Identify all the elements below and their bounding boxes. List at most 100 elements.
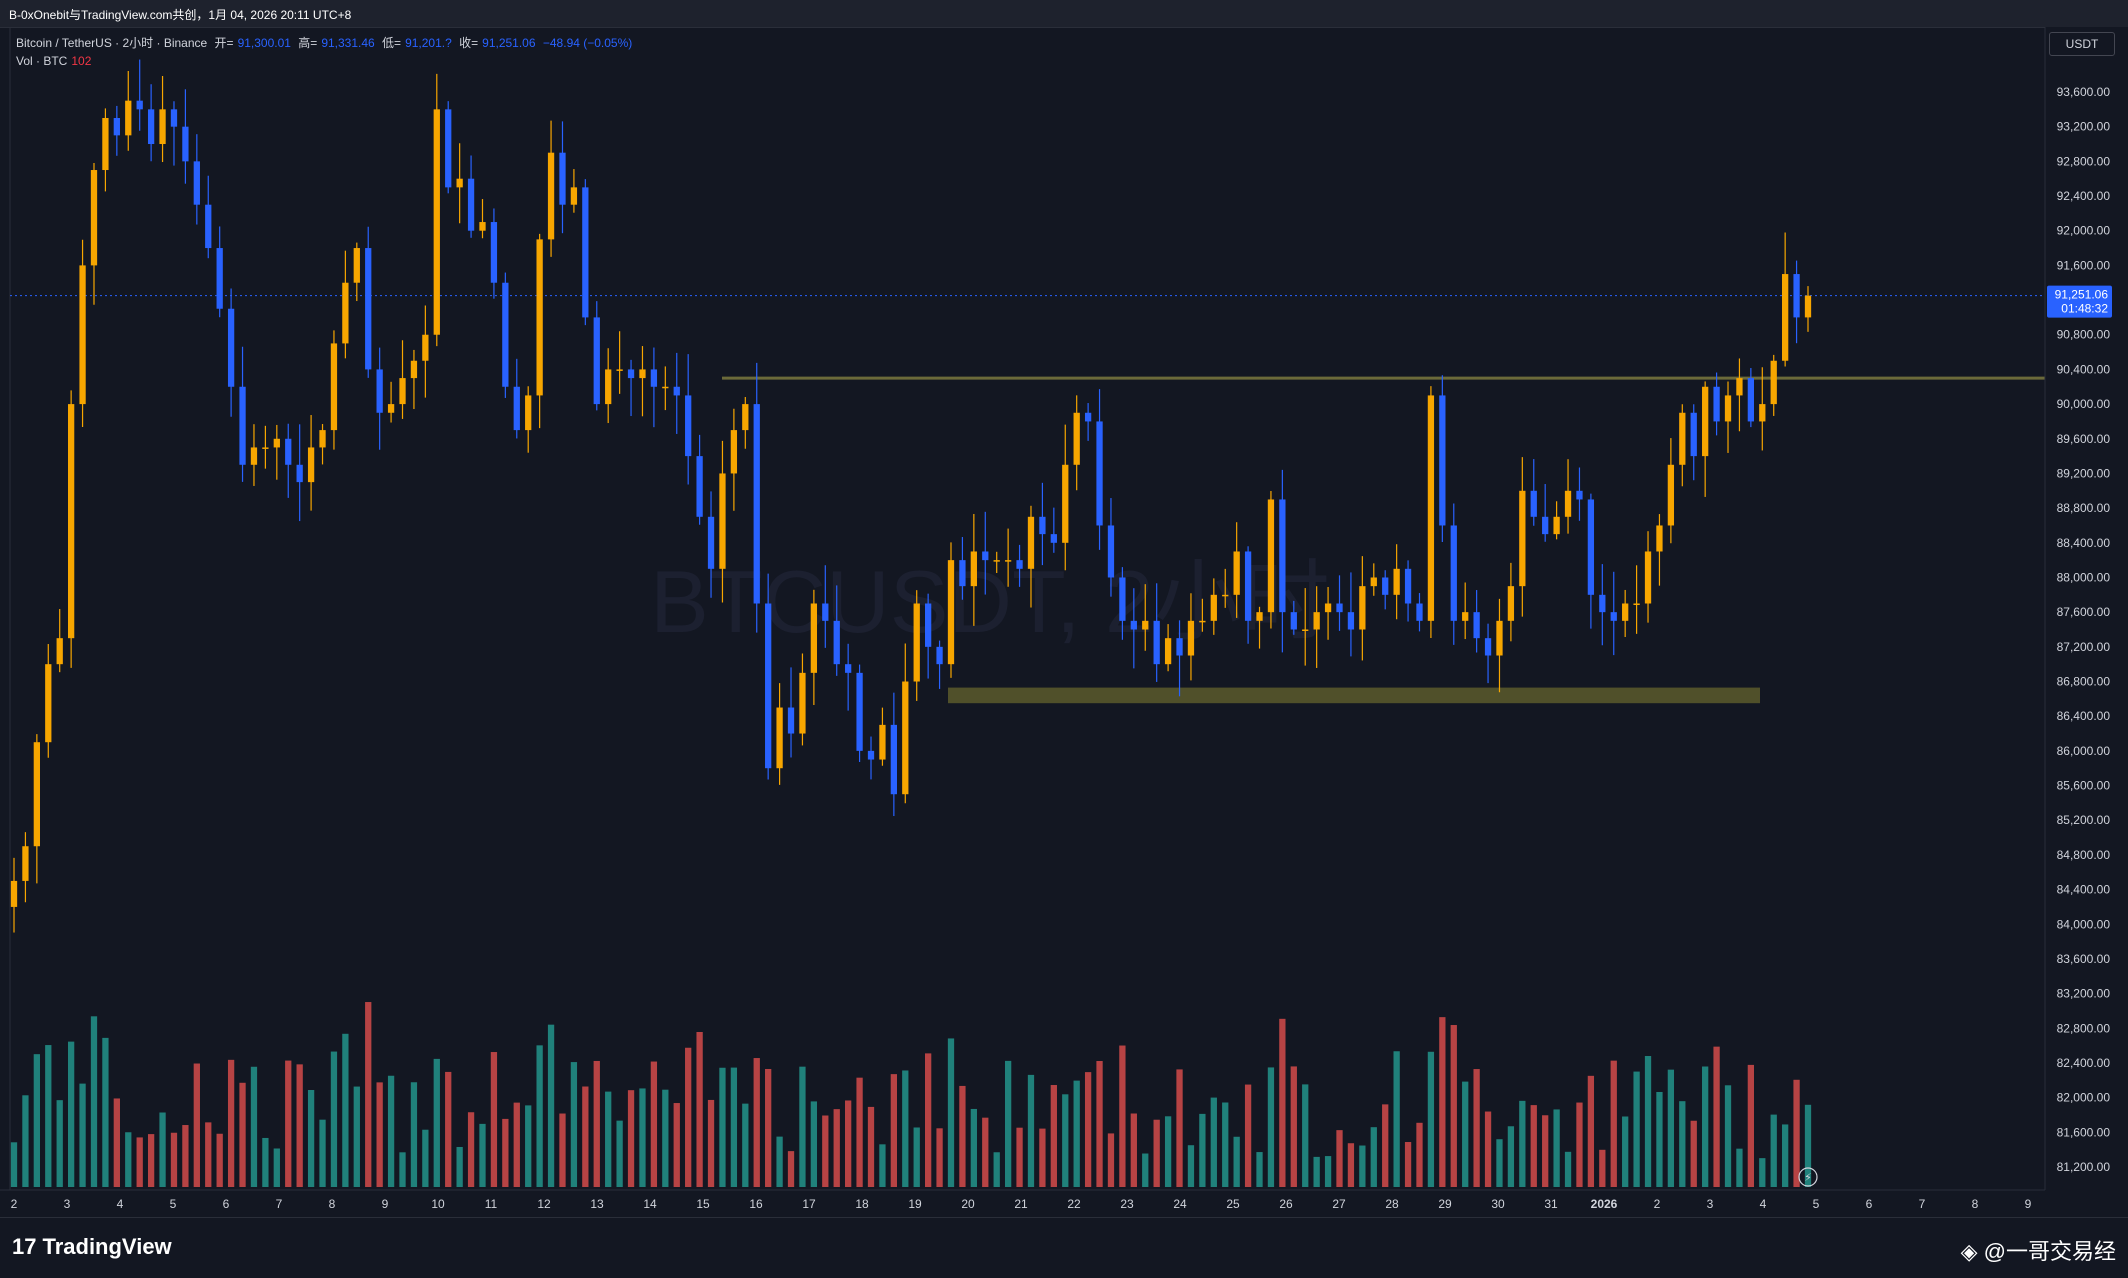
price-axis-bg[interactable] bbox=[2045, 27, 2128, 1217]
y-tick-label: 86,400.00 bbox=[2057, 709, 2111, 723]
volume-bar bbox=[696, 1032, 703, 1187]
volume-label[interactable]: Vol · BTC bbox=[16, 54, 68, 68]
candle-body bbox=[1290, 612, 1297, 630]
x-tick-label: 18 bbox=[855, 1197, 869, 1211]
x-tick-label: 22 bbox=[1067, 1197, 1081, 1211]
candle-body bbox=[1107, 525, 1115, 578]
volume-bar bbox=[822, 1115, 829, 1187]
y-tick-label: 89,200.00 bbox=[2057, 466, 2111, 480]
candle-body bbox=[662, 386, 669, 389]
candle-body bbox=[273, 438, 280, 448]
volume-bar bbox=[719, 1067, 726, 1187]
candle-body bbox=[924, 603, 932, 647]
candle-body bbox=[1736, 378, 1743, 396]
candle-body bbox=[902, 681, 909, 795]
candle-body bbox=[1427, 395, 1435, 621]
x-tick-label: 28 bbox=[1385, 1197, 1399, 1211]
candle-body bbox=[993, 560, 1000, 562]
candle-body bbox=[239, 386, 246, 465]
volume-bar bbox=[959, 1085, 966, 1187]
y-tick-label: 82,000.00 bbox=[2057, 1091, 2111, 1105]
volume-bar bbox=[685, 1047, 692, 1187]
volume-bar bbox=[90, 1016, 98, 1187]
candle-body bbox=[639, 369, 646, 379]
candle-body bbox=[1656, 525, 1663, 552]
chart-area[interactable]: BTCUSDT, 2小时 81,200.00 81,600.00 82,000.00… bbox=[0, 26, 2128, 1217]
volume-bar bbox=[1073, 1080, 1080, 1187]
candle-body bbox=[1233, 551, 1240, 595]
x-tick-label: 4 bbox=[117, 1197, 124, 1211]
volume-bar bbox=[1233, 1136, 1240, 1187]
volume-bar bbox=[45, 1045, 52, 1187]
lightning-icon[interactable] bbox=[1798, 1167, 1818, 1187]
chart-title: B-0xOnebit与TradingView.com共创，1月 04, 2026… bbox=[9, 8, 352, 22]
volume-bar bbox=[399, 1152, 406, 1187]
candle-body bbox=[22, 846, 29, 881]
y-tick-label: 92,800.00 bbox=[2057, 154, 2111, 168]
volume-bar bbox=[1679, 1101, 1686, 1187]
volume-bar bbox=[1119, 1045, 1126, 1187]
volume-bar bbox=[307, 1090, 315, 1187]
candle-body bbox=[159, 109, 166, 145]
candle-body bbox=[1702, 386, 1709, 457]
currency-button[interactable]: USDT bbox=[2049, 32, 2115, 56]
symbol-label[interactable]: Bitcoin / TetherUS · 2小时 · Binance bbox=[16, 36, 208, 50]
candle-body bbox=[799, 672, 806, 734]
candle-body bbox=[136, 100, 143, 110]
candle-body bbox=[410, 360, 418, 379]
candle-body bbox=[1804, 295, 1812, 318]
candle-body bbox=[1782, 274, 1789, 361]
candle-body bbox=[822, 603, 829, 621]
tradingview-logo[interactable]: 17 TradingView bbox=[12, 1234, 172, 1260]
candle-body bbox=[182, 126, 189, 162]
volume-bar bbox=[193, 1063, 200, 1187]
volume-bar bbox=[433, 1058, 440, 1187]
volume-bar bbox=[547, 1024, 555, 1187]
candle-body bbox=[433, 109, 440, 335]
volume-bar bbox=[1382, 1104, 1389, 1187]
candle-body bbox=[1747, 378, 1755, 422]
volume-bar bbox=[10, 1142, 18, 1187]
volume-bar bbox=[1439, 1017, 1446, 1187]
candle-body bbox=[1302, 629, 1309, 631]
volume-bar bbox=[410, 1082, 418, 1187]
volume-bar bbox=[1713, 1046, 1720, 1187]
tradingview-logo-icon: 17 bbox=[12, 1234, 37, 1259]
volume-bar bbox=[616, 1120, 623, 1187]
candle-body bbox=[365, 248, 372, 370]
volume-bar bbox=[467, 1112, 475, 1187]
volume-bar bbox=[1542, 1115, 1549, 1187]
volume-bar bbox=[250, 1066, 258, 1187]
candle-body bbox=[1496, 620, 1503, 656]
volume-bar bbox=[502, 1118, 509, 1187]
volume-bar bbox=[536, 1045, 543, 1187]
candle-body bbox=[262, 447, 269, 449]
volume-bar bbox=[856, 1077, 863, 1187]
x-tick-label: 8 bbox=[1972, 1197, 1979, 1211]
volume-bar bbox=[742, 1103, 749, 1187]
volume-bar bbox=[1473, 1069, 1480, 1187]
y-tick-label: 90,800.00 bbox=[2057, 328, 2111, 342]
volume-bar bbox=[1210, 1097, 1217, 1187]
volume-bar bbox=[525, 1105, 532, 1187]
candle-body bbox=[525, 395, 532, 431]
volume-bar bbox=[79, 1083, 86, 1187]
volume-bar bbox=[296, 1064, 303, 1187]
price-chart[interactable]: BTCUSDT, 2小时 81,200.00 81,600.00 82,000.00… bbox=[0, 26, 2128, 1217]
candle-body bbox=[1176, 638, 1183, 656]
candle-body bbox=[1633, 603, 1640, 605]
volume-bar bbox=[1290, 1066, 1297, 1187]
candle-body bbox=[593, 317, 600, 405]
candle-body bbox=[1679, 412, 1686, 465]
candle-body bbox=[353, 248, 360, 283]
volume-bar bbox=[1633, 1071, 1640, 1187]
volume-bar bbox=[1142, 1153, 1149, 1187]
footer: 17 TradingView ◈ @一哥交易经 bbox=[0, 1217, 2128, 1278]
volume-bar bbox=[639, 1088, 646, 1187]
candle-body bbox=[765, 603, 772, 769]
support-zone[interactable] bbox=[948, 687, 1760, 704]
candle-body bbox=[947, 560, 955, 665]
time-axis-bg[interactable] bbox=[0, 1190, 2045, 1217]
x-tick-label: 5 bbox=[1813, 1197, 1820, 1211]
